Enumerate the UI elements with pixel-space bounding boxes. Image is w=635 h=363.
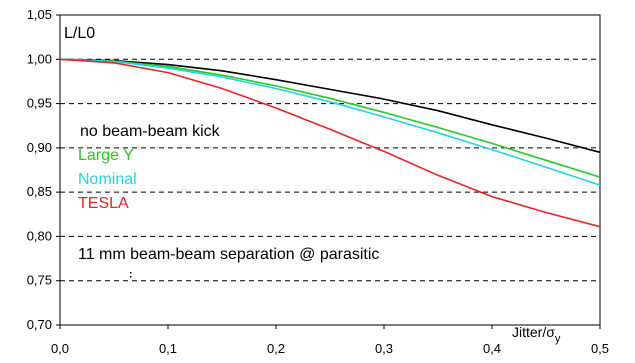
y-axis-ticks: 0,70 0,75 0,80 0,85 0,90 0,95 1,00 1,05 (27, 7, 60, 332)
y-tick-label: 1,05 (27, 7, 52, 22)
x-tick-label: 0,5 (591, 341, 609, 356)
y-tick-label: 0,70 (27, 317, 52, 332)
y-tick-label: 0,75 (27, 273, 52, 288)
x-axis-ticks: 0,0 0,1 0,2 0,3 0,4 0,5 (51, 325, 609, 356)
annotation-separation-note: 11 mm beam-beam separation @ parasitic (78, 246, 379, 263)
y-tick-label: 1,00 (27, 51, 52, 66)
annotation-large-y: Large Y (78, 147, 134, 164)
series-line-tesla (59, 58, 601, 228)
stray-mark-2 (130, 276, 132, 278)
x-tick-label: 0,4 (483, 341, 501, 356)
stray-mark (130, 272, 132, 274)
x-axis-label-main: Jitter/σ (512, 324, 555, 340)
annotation-tesla: TESLA (78, 195, 129, 212)
x-axis-label: Jitter/σy (512, 324, 561, 345)
y-tick-label: 0,90 (27, 140, 52, 155)
x-tick-label: 0,0 (51, 341, 69, 356)
plot-area-frame (59, 14, 601, 326)
y-tick-label: 0,95 (27, 96, 52, 111)
series-line-no-beam-beam-kick (59, 58, 601, 154)
y-axis-label: L/L0 (64, 25, 95, 42)
x-tick-label: 0,2 (267, 341, 285, 356)
series-line-nominal (59, 58, 601, 186)
annotation-no-beam-beam-kick: no beam-beam kick (80, 123, 221, 140)
series-lines (59, 58, 601, 228)
grid-lines (60, 14, 600, 282)
series-line-large-y (59, 58, 601, 178)
y-tick-label: 0,85 (27, 184, 52, 199)
x-tick-label: 0,3 (375, 341, 393, 356)
x-axis-label-subscript: y (555, 333, 561, 345)
annotation-nominal: Nominal (78, 171, 137, 188)
x-tick-label: 0,1 (159, 341, 177, 356)
y-tick-label: 0,80 (27, 228, 52, 243)
